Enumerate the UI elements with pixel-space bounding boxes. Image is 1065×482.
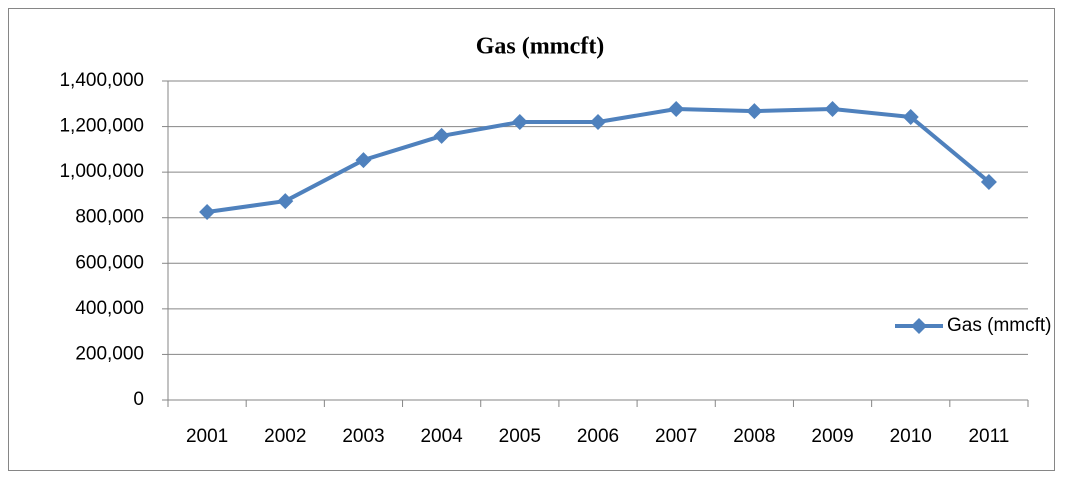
x-tick-label: 2009 <box>811 426 853 447</box>
data-point <box>590 114 606 131</box>
data-point <box>980 173 997 190</box>
legend-marker <box>911 318 927 334</box>
x-tick-label: 2004 <box>420 426 463 447</box>
data-point <box>277 193 294 210</box>
x-tick-label: 2005 <box>499 426 541 447</box>
data-point <box>199 204 216 221</box>
y-tick-label: 1,000,000 <box>59 161 144 182</box>
data-point <box>824 101 841 118</box>
chart-border <box>8 8 1055 471</box>
y-tick-label: 600,000 <box>75 252 144 273</box>
y-tick-label: 1,400,000 <box>59 70 144 91</box>
x-tick-label: 2007 <box>655 426 697 447</box>
y-tick-label: 200,000 <box>75 343 144 364</box>
chart-title: Gas (mmcft) <box>476 34 605 60</box>
x-tick-label: 2010 <box>890 426 932 447</box>
x-tick-label: 2008 <box>733 426 775 447</box>
y-tick-label: 400,000 <box>75 298 144 319</box>
data-point <box>668 101 685 118</box>
y-tick-label: 1,200,000 <box>59 116 144 137</box>
x-tick-label: 2001 <box>186 426 228 447</box>
data-point <box>355 152 372 169</box>
y-tick-label: 800,000 <box>75 207 144 228</box>
data-point <box>511 114 528 131</box>
x-tick-label: 2011 <box>968 426 1009 447</box>
data-point <box>433 127 450 144</box>
data-point <box>746 103 763 120</box>
legend-label: Gas (mmcft) <box>947 315 1052 336</box>
data-point <box>902 109 919 126</box>
x-tick-label: 2006 <box>577 426 619 447</box>
x-tick-label: 2002 <box>264 426 306 447</box>
x-tick-label: 2003 <box>342 426 384 447</box>
y-tick-label: 0 <box>133 389 144 410</box>
